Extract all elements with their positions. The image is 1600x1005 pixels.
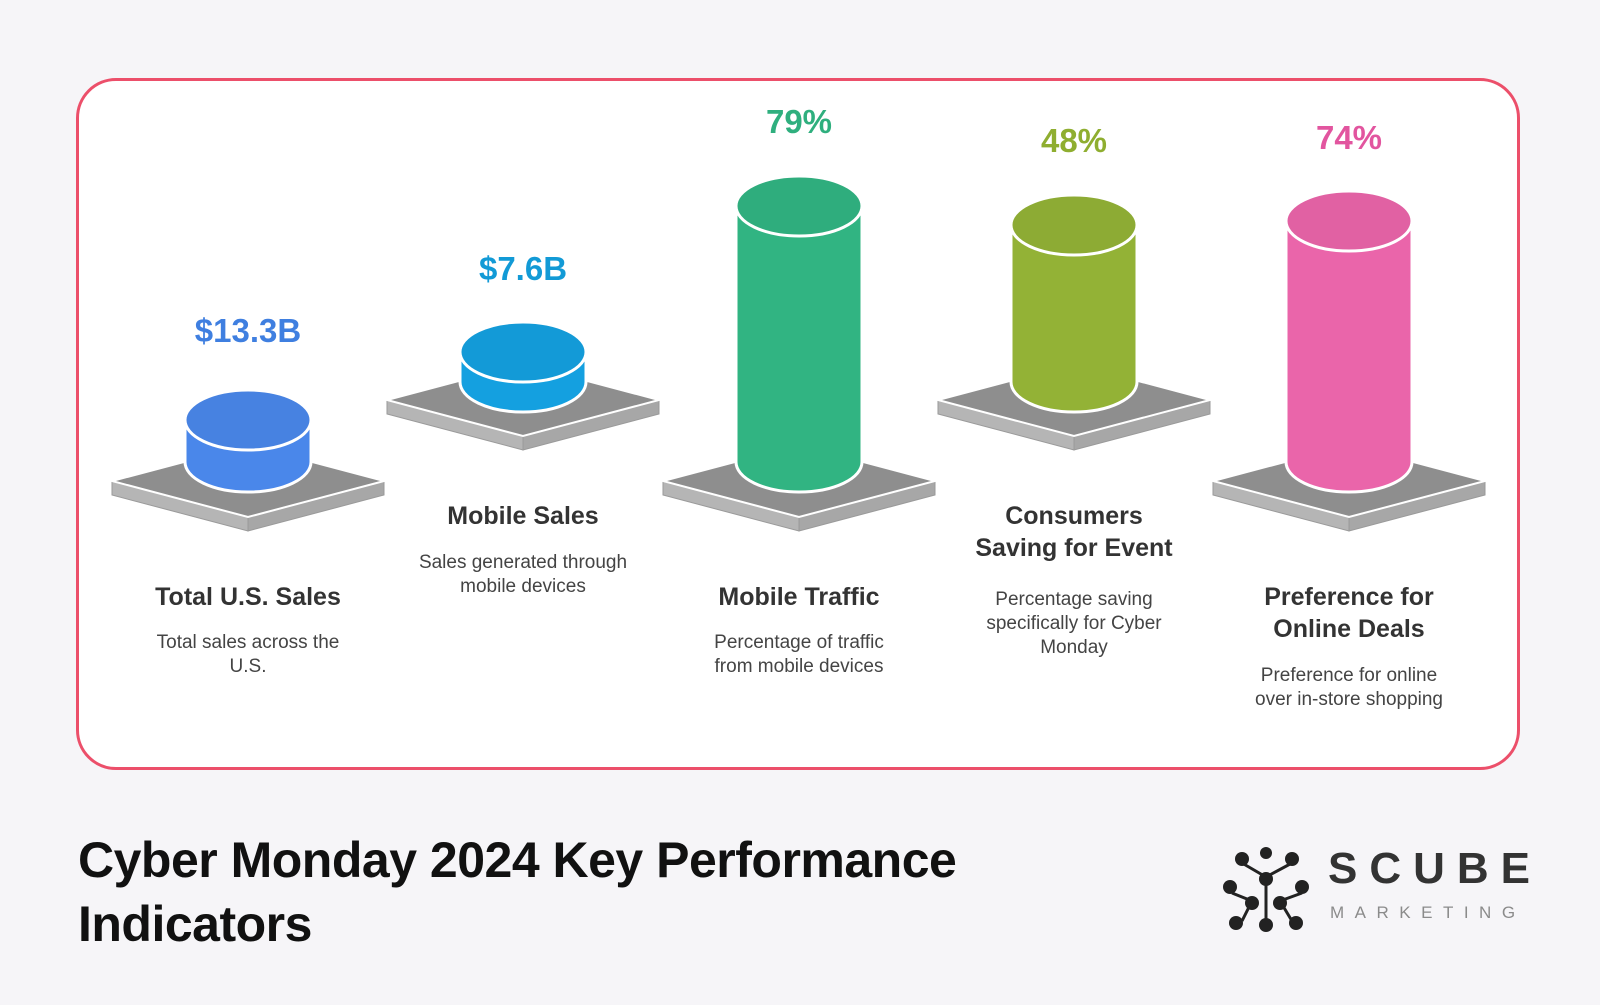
cylinder-top <box>183 388 313 452</box>
cylinder-top <box>458 320 588 384</box>
cylinder-top <box>734 174 864 238</box>
item-description: Monday <box>1040 637 1108 658</box>
item-title: Total U.S. Sales <box>155 583 341 611</box>
item-description: U.S. <box>230 656 267 677</box>
item-title: Consumers <box>1005 502 1143 530</box>
item-description: Total sales across the <box>157 632 340 653</box>
value-label: $7.6B <box>479 250 567 287</box>
logo-tagline: MARKETING <box>1330 903 1526 922</box>
item-description: over in-store shopping <box>1255 689 1443 710</box>
item-description: mobile devices <box>460 576 586 597</box>
cylinder-top <box>1009 193 1139 257</box>
item-title: Online Deals <box>1273 615 1424 643</box>
item-description: Sales generated through <box>419 552 627 573</box>
value-label: 74% <box>1316 119 1382 156</box>
scube-logo-icon <box>1223 847 1309 932</box>
value-label: $13.3B <box>195 312 301 349</box>
item-title: Mobile Sales <box>447 502 598 530</box>
cylinder-top <box>1284 189 1414 253</box>
page-title-line-1: Cyber Monday 2024 Key Performance <box>78 832 957 888</box>
item-description: Preference for online <box>1261 665 1437 686</box>
item-description: Percentage of traffic <box>714 632 884 653</box>
item-description: specifically for Cyber <box>986 613 1162 634</box>
page-title-line-2: Indicators <box>78 896 312 952</box>
item-description: Percentage saving <box>995 589 1152 610</box>
cylinder-body <box>1009 223 1139 414</box>
item-title: Saving for Event <box>975 534 1173 562</box>
page-title: Cyber Monday 2024 Key Performance Indica… <box>78 828 957 956</box>
scube-logo: SCUBE MARKETING <box>1222 843 1530 933</box>
logo-wordmark: SCUBE <box>1328 844 1543 893</box>
cylinder-body <box>734 204 864 494</box>
item-description: from mobile devices <box>715 656 884 677</box>
item-title: Preference for <box>1264 583 1434 611</box>
value-label: 79% <box>766 103 832 140</box>
cylinder-body <box>1284 219 1414 494</box>
value-label: 48% <box>1041 122 1107 159</box>
item-title: Mobile Traffic <box>718 583 879 611</box>
